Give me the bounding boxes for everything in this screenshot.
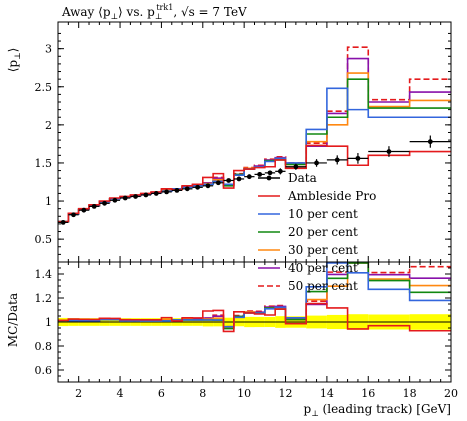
y-tick-label: 1 [45, 195, 52, 208]
x-tick-label: 8 [199, 387, 206, 400]
y-tick-label: 2 [45, 119, 52, 132]
x-tick-label: 16 [361, 387, 375, 400]
data-point [314, 160, 319, 166]
ratio-y-tick-label: 0.8 [35, 340, 53, 353]
x-tick-label: 20 [444, 387, 458, 400]
ratio-10-per-cent [58, 262, 451, 328]
legend-data-marker [266, 175, 272, 181]
x-tick-label: 14 [320, 387, 334, 400]
main-axes-layer: 0.5 1 1.5 2 2.5 3 [35, 22, 452, 262]
series-40-per-cent [58, 57, 451, 223]
data-point [60, 219, 66, 225]
ratio-y-tick-label: 1.4 [35, 268, 53, 281]
legend: Data Ambleside Pro 10 per cent 20 per cent 3… [258, 171, 376, 293]
data-point [257, 171, 263, 177]
data-point [143, 192, 149, 198]
ratio-frame [57, 261, 452, 383]
data-point [267, 170, 273, 176]
data-point [91, 203, 97, 209]
y-tick-label: 2.5 [35, 81, 53, 94]
xlabel: p⊥ (leading track) [GeV] [304, 402, 451, 418]
y-tick-label: 1.5 [35, 157, 53, 170]
data-point [71, 212, 76, 218]
data-point [164, 189, 169, 195]
legend-label: 10 per cent [288, 207, 358, 221]
data-point [81, 207, 87, 213]
legend-label: 50 per cent [288, 279, 358, 293]
main-data-layer [58, 135, 451, 225]
series-50-per-cent [58, 46, 451, 223]
x-tick-label: 12 [279, 387, 293, 400]
ratio-series-layer [58, 262, 451, 333]
data-point [334, 157, 340, 163]
data-point [427, 139, 433, 145]
data-point [112, 197, 118, 203]
data-point [184, 186, 190, 192]
data-point [174, 187, 180, 193]
x-tick-label: 4 [117, 387, 124, 400]
data-point [195, 184, 201, 190]
data-point [102, 200, 107, 206]
legend-label: Data [288, 171, 317, 185]
data-point [386, 149, 392, 154]
data-point [293, 164, 299, 170]
legend-label: 20 per cent [288, 225, 358, 239]
chart-title: Away ⟨p⊥⟩ vs. p⊥trk1, √s = 7 TeV [61, 3, 247, 21]
x-tick-label: 2 [75, 387, 82, 400]
data-point [153, 191, 159, 196]
x-tick-label: 10 [237, 387, 251, 400]
ratio-ambleside-pro [58, 302, 451, 333]
series-ambleside-pro [58, 144, 451, 223]
ratio-y-tick-label: 0.6 [35, 364, 53, 377]
main-ylabel: ⟨p⊥⟩ [6, 48, 22, 73]
ratio-y-tick-label: 1 [45, 316, 52, 329]
main-panel: 0.5 1 1.5 2 2.5 3 [35, 21, 452, 263]
data-point [205, 183, 211, 189]
data-point [226, 178, 232, 183]
legend-label: 30 per cent [288, 243, 358, 257]
y-tick-label: 0.5 [35, 233, 53, 246]
ratio-band-layer [58, 314, 451, 330]
x-tick-label: 18 [403, 387, 417, 400]
y-tick-label: 3 [45, 43, 52, 56]
data-point [215, 180, 221, 186]
legend-label: Ambleside Pro [287, 189, 376, 203]
main-series-layer [58, 46, 451, 223]
ratio-ylabel: MC/Data [6, 293, 20, 347]
data-point [246, 174, 252, 180]
x-tick-label: 6 [158, 387, 165, 400]
data-point [277, 168, 283, 174]
data-point [355, 155, 361, 161]
ratio-y-tick-label: 1.2 [35, 292, 53, 305]
ratio-panel: 2 4 6 8 10 12 14 16 18 20 0.6 0.8 1 1.2 1.4 [35, 261, 458, 400]
main-frame [57, 21, 452, 263]
data-point [236, 176, 242, 182]
ratio-axes-layer: 2 4 6 8 10 12 14 16 18 20 0.6 0.8 1 1.2 1.4 [35, 262, 458, 400]
data-point [133, 194, 138, 199]
legend-label: 40 per cent [288, 261, 358, 275]
data-point [122, 195, 128, 201]
